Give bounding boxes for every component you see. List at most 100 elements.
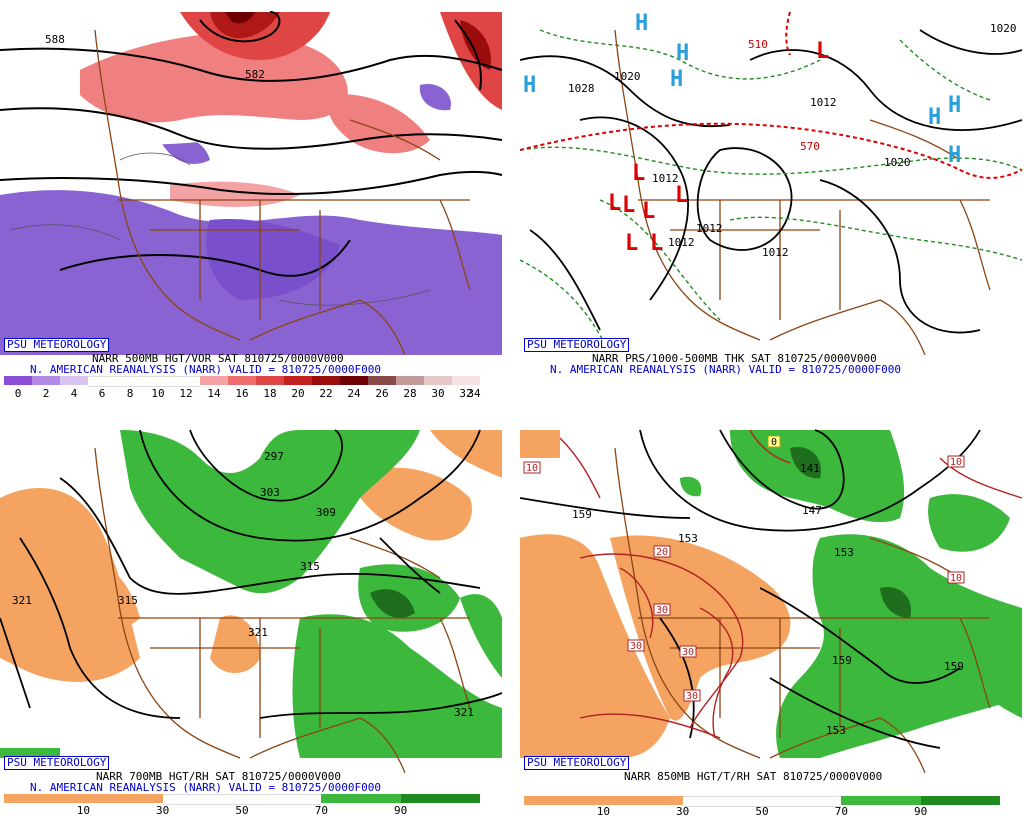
- low-pressure-center: L: [625, 231, 638, 256]
- temp-label-box: 10: [947, 455, 965, 468]
- colorbar-tick-label: 2: [42, 387, 50, 400]
- caption-line2: N. AMERICAN REANALYSIS (NARR) VALID = 81…: [30, 363, 381, 376]
- temp-label-box: 20: [653, 545, 671, 558]
- colorbar-tick-label: 26: [375, 387, 389, 400]
- rh700-map: 297 303 309 315 321 315 321 321: [0, 429, 503, 773]
- colorbar: [524, 796, 1000, 807]
- colorbar-swatch: [116, 376, 144, 387]
- height-contour-label: 303: [260, 486, 280, 499]
- height-contour-label: 315: [118, 594, 138, 607]
- height-contour-label: 297: [264, 450, 284, 463]
- svg-text:10: 10: [950, 573, 962, 584]
- psu-meteorology-tag: PSU METEOROLOGY: [4, 338, 110, 352]
- thickness-label: 570: [800, 140, 820, 153]
- colorbar-tick-label: 14: [207, 387, 221, 400]
- height-contour-label: 321: [12, 594, 32, 607]
- colorbar-tick-label: 12: [179, 387, 193, 400]
- colorbar-tick-label: 70: [314, 804, 328, 817]
- colorbar-tick-label: 24: [347, 387, 361, 400]
- colorbar-tick-label: 32: [459, 387, 473, 400]
- contour-label-588: 588: [45, 33, 65, 46]
- height-contour-label: 147: [802, 504, 822, 517]
- height-contour-label: 321: [248, 626, 268, 639]
- panel-500mb-vorticity: 588 582 PSU METEOROLOGY NARR 500MB HGT/V…: [0, 0, 505, 405]
- low-pressure-center: L: [675, 183, 688, 208]
- colorbar-swatch: [144, 376, 172, 387]
- svg-text:30: 30: [630, 641, 642, 652]
- colorbar-swatch: [368, 376, 396, 385]
- colorbar-tick-label: 18: [263, 387, 277, 400]
- colorbar-swatch: [321, 794, 401, 803]
- low-pressure-center: L: [632, 161, 645, 186]
- isobar-label: 1012: [652, 172, 679, 185]
- pressure-map: H H H H H H H L L L L L L L L 1020 1028 …: [520, 11, 1023, 355]
- colorbar-ticks: 10 30 50 70 90: [4, 805, 480, 817]
- colorbar-tick-label: 0: [14, 387, 22, 400]
- height-contour-label: 153: [826, 724, 846, 737]
- svg-text:20: 20: [656, 547, 668, 558]
- colorbar-swatch: [524, 796, 604, 805]
- low-pressure-center: L: [650, 231, 663, 256]
- colorbar-swatch: [32, 376, 60, 385]
- isobar-label: 1028: [568, 82, 595, 95]
- colorbar-swatch: [312, 376, 340, 385]
- colorbar-swatch: [340, 376, 368, 385]
- height-contour-label: 159: [944, 660, 964, 673]
- height-contour-label: 141: [800, 462, 820, 475]
- colorbar-swatch: [920, 796, 1000, 805]
- temp-label-box: 10: [947, 571, 965, 584]
- thickness-label: 510: [748, 38, 768, 51]
- panel-pressure-thickness: H H H H H H H L L L L L L L L 1020 1028 …: [520, 0, 1024, 405]
- svg-text:10: 10: [526, 463, 538, 474]
- low-pressure-center: L: [816, 39, 829, 64]
- colorbar-ticks: 10 30 50 70 90: [524, 806, 1000, 818]
- vorticity-map: 588 582: [0, 11, 503, 355]
- colorbar-tick-label: 20: [291, 387, 305, 400]
- colorbar-tick-label: 10: [596, 805, 610, 818]
- colorbar-tick-label: 6: [98, 387, 106, 400]
- colorbar-tick-label: 10: [76, 804, 90, 817]
- svg-text:30: 30: [682, 647, 694, 658]
- svg-text:30: 30: [686, 691, 698, 702]
- colorbar-swatch: [603, 796, 683, 805]
- isobar-label: 1020: [990, 22, 1017, 35]
- height-contour-label: 153: [834, 546, 854, 559]
- colorbar-swatch: [4, 376, 32, 385]
- colorbar-tick-label: 8: [126, 387, 134, 400]
- colorbar-swatch: [200, 376, 228, 385]
- colorbar-swatch: [162, 794, 242, 805]
- colorbar-swatch: [284, 376, 312, 385]
- colorbar-tick-label: 50: [235, 804, 249, 817]
- colorbar-swatch: [4, 794, 84, 803]
- temp-label-box: 30: [683, 689, 701, 702]
- colorbar-swatch: [256, 376, 284, 385]
- colorbar-tick-label: 30: [431, 387, 445, 400]
- caption-line1: NARR 500MB HGT/VOR SAT 810725/0000V000: [92, 352, 344, 365]
- caption-line1: NARR PRS/1000-500MB THK SAT 810725/0000V…: [592, 352, 877, 365]
- rh850-map: 159 153 147 141 153 159 159 153 10 10 10…: [520, 429, 1023, 773]
- caption-line1: NARR 850MB HGT/T/RH SAT 810725/0000V000: [624, 770, 883, 783]
- isobar-label: 1012: [696, 222, 723, 235]
- height-contour-label: 321: [454, 706, 474, 719]
- contour-label-582: 582: [245, 68, 265, 81]
- colorbar-swatch: [841, 796, 921, 805]
- colorbar-swatch: [400, 794, 480, 803]
- svg-text:10: 10: [950, 457, 962, 468]
- colorbar-tick-label: 16: [235, 387, 249, 400]
- low-pressure-center: L: [642, 199, 655, 224]
- temp-label-box: 30: [679, 645, 697, 658]
- colorbar-tick-label: 30: [676, 805, 690, 818]
- panel-850mb-temp-rh: 159 153 147 141 153 159 159 153 10 10 10…: [520, 418, 1024, 819]
- colorbar-tick-label: 30: [156, 804, 170, 817]
- high-pressure-center: H: [928, 105, 941, 130]
- isobar-label: 1020: [884, 156, 911, 169]
- low-pressure-center: L: [622, 193, 635, 218]
- colorbar-tick-label: 28: [403, 387, 417, 400]
- svg-text:30: 30: [656, 605, 668, 616]
- colorbar-tick-label: 50: [755, 805, 769, 818]
- high-pressure-center: H: [670, 67, 683, 92]
- colorbar-tick-label: 90: [914, 805, 928, 818]
- height-contour-label: 159: [572, 508, 592, 521]
- caption-line2: N. AMERICAN REANALYSIS (NARR) VALID = 81…: [550, 363, 901, 376]
- colorbar: [4, 794, 480, 805]
